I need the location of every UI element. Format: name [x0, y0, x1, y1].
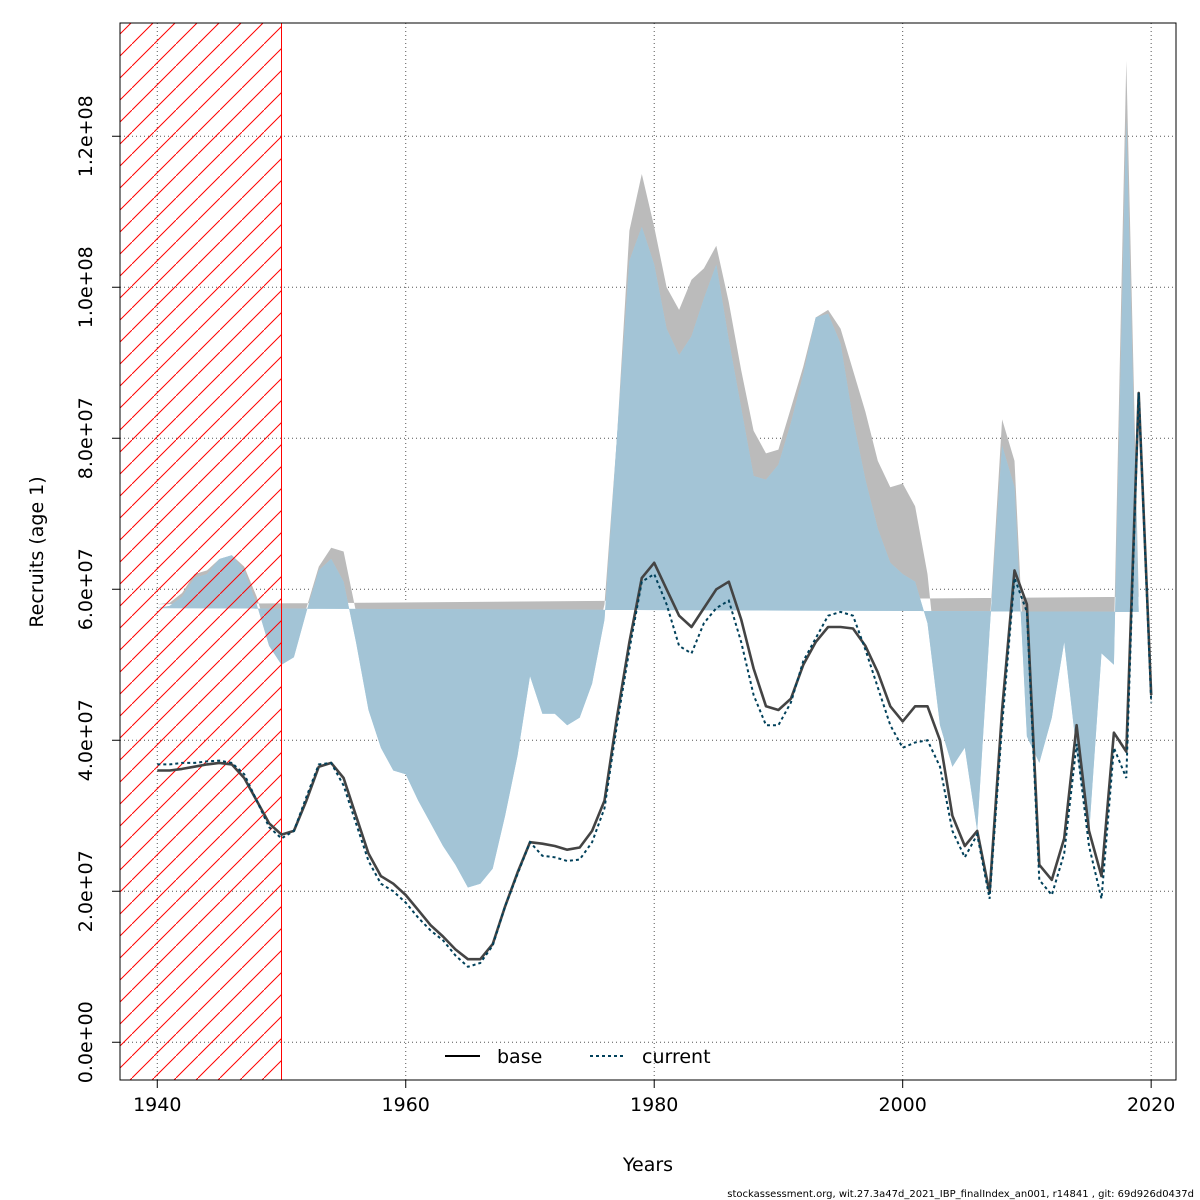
legend: base current [445, 1046, 711, 1068]
y-tick-label-0.0e+00: 0.0e+00 [75, 1001, 97, 1083]
series-lines [157, 391, 1153, 968]
y-tick-label-6.0e+07: 6.0e+07 [75, 548, 97, 630]
x-tick-label-2020: 2020 [1127, 1094, 1175, 1116]
axes: 1940 1960 1980 2000 2020 0.0e+00 2.0e+07 4.0e+0… [75, 22, 1177, 1116]
y-tick-label-2.0e+07: 2.0e+07 [75, 850, 97, 932]
series-line-base [157, 391, 1153, 961]
legend-base-label: base [497, 1046, 542, 1068]
hatched-period-rect [119, 22, 283, 1081]
x-tick-label-1940: 1940 [133, 1094, 181, 1116]
band-overlap [157, 121, 1139, 888]
footer-source: stockassessment.org, wit.27.3a47d_2021_I… [727, 1189, 1194, 1200]
x-axis-label: Years [622, 1154, 673, 1176]
legend-current-label: current [642, 1046, 711, 1068]
hatched-region [119, 22, 283, 1081]
y-tick-label-1.0e+08: 1.0e+08 [75, 246, 97, 328]
y-axis-label: Recruits (age 1) [26, 476, 48, 627]
x-tick-label-2000: 2000 [879, 1094, 927, 1116]
y-tick-label-4.0e+07: 4.0e+07 [75, 699, 97, 781]
x-tick-label-1960: 1960 [382, 1094, 430, 1116]
y-tick-label-8.0e+07: 8.0e+07 [75, 397, 97, 479]
y-tick-label-1.2e+08: 1.2e+08 [75, 95, 97, 177]
plot-frame [119, 22, 1177, 1081]
x-tick-label-1980: 1980 [630, 1094, 678, 1116]
confidence-bands [157, 60, 1139, 888]
